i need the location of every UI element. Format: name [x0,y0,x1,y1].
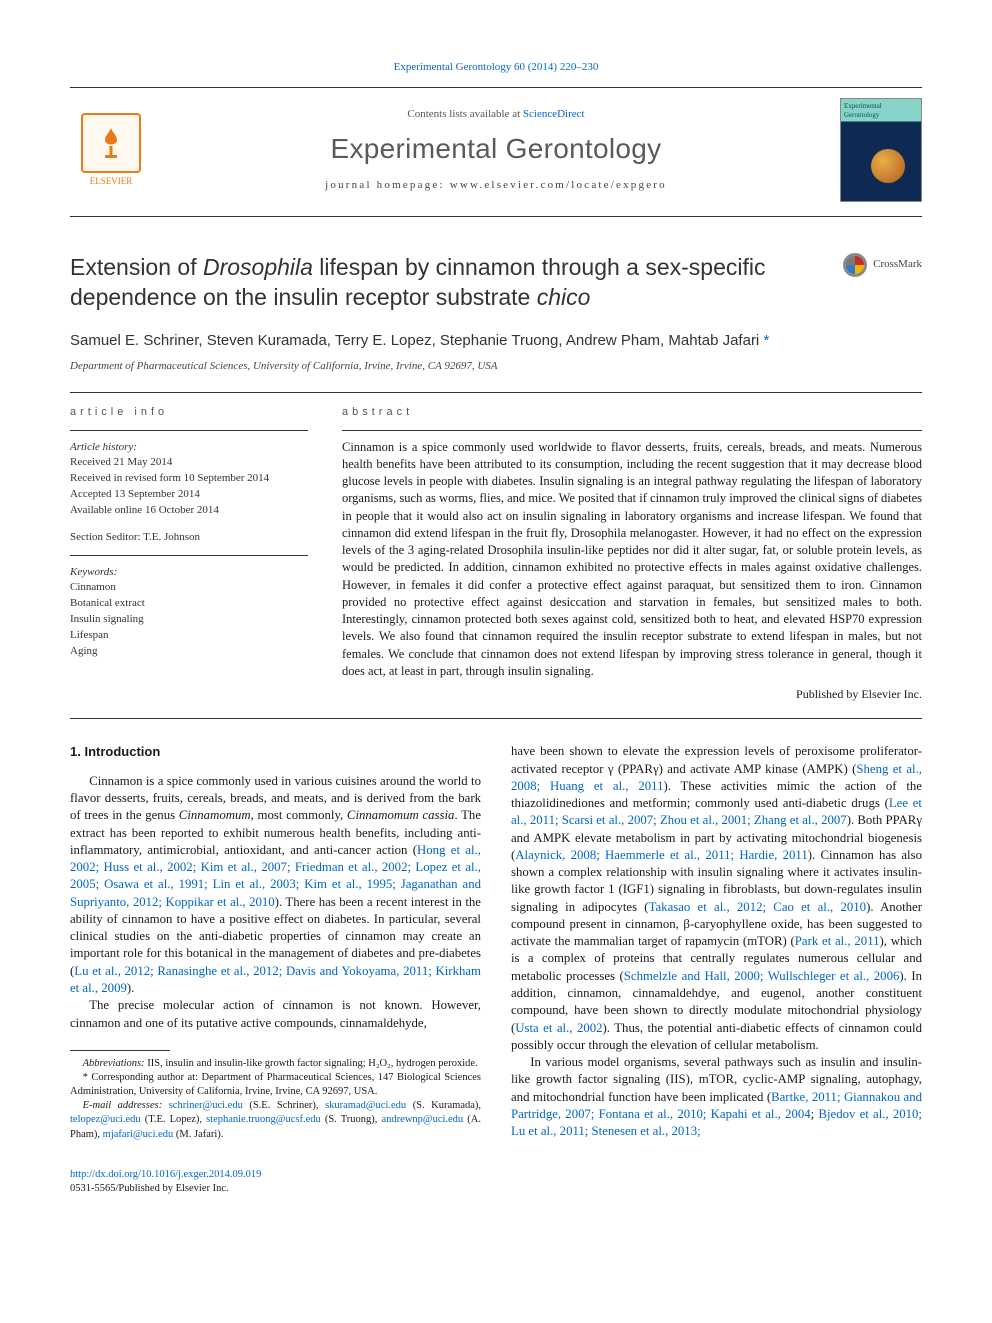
author-list: Samuel E. Schriner, Steven Kuramada, Ter… [70,331,922,351]
keywords-label: Keywords: [70,565,308,580]
running-head: Experimental Gerontology 60 (2014) 220–2… [70,60,922,75]
citation-link[interactable]: Park et al., 2011 [795,934,880,948]
article-info-column: article info Article history: Received 2… [70,405,308,703]
crossmark-label: CrossMark [873,257,922,272]
cover-title: Experimental Gerontology [844,102,882,119]
journal-header: ELSEVIER Contents lists available at Sci… [70,87,922,217]
article-title: Extension of Drosophila lifespan by cinn… [70,253,825,313]
keyword: Botanical extract [70,596,308,611]
keyword: Lifespan [70,628,308,643]
intro-paragraph: The precise molecular action of cinnamon… [70,997,481,1032]
section-heading-intro: 1. Introduction [70,743,481,761]
homepage-url: www.elsevier.com/locate/expgero [450,179,667,191]
crossmark-icon [843,253,867,277]
keyword: Aging [70,644,308,659]
sciencedirect-link[interactable]: ScienceDirect [523,108,585,120]
email-link[interactable]: andrewnp@uci.edu [382,1114,464,1125]
email-link[interactable]: mjafari@uci.edu [103,1129,174,1140]
keyword: Insulin signaling [70,612,308,627]
section-editor: Section Seditor: T.E. Johnson [70,530,308,545]
abstract-body: Cinnamon is a spice commonly used worldw… [342,439,922,681]
article-info-heading: article info [70,405,308,420]
intro-paragraph: In various model organisms, several path… [511,1054,922,1140]
abbreviations-note: Abbreviations: IIS, insulin and insulin-… [70,1057,481,1071]
email-link[interactable]: schriner@uci.edu [169,1100,243,1111]
doi-link[interactable]: http://dx.doi.org/10.1016/j.exger.2014.0… [70,1169,261,1180]
issn-line: 0531-5565/Published by Elsevier Inc. [70,1183,229,1194]
elsevier-tree-icon [81,113,141,173]
intro-paragraph: Cinnamon is a spice commonly used in var… [70,773,481,997]
footnotes: Abbreviations: IIS, insulin and insulin-… [70,1057,481,1142]
citation-link[interactable]: Schmelzle and Hall, 2000; Wullschleger e… [624,969,900,983]
history-line: Accepted 13 September 2014 [70,487,308,502]
rule-above-meta [70,392,922,393]
abstract-heading: abstract [342,405,922,420]
citation-link[interactable]: Takasao et al., 2012; Cao et al., 2010 [649,900,867,914]
email-link[interactable]: skuramad@uci.edu [325,1100,406,1111]
citation-link[interactable]: Usta et al., 2002 [515,1021,602,1035]
rule-above-abstract [342,430,922,431]
corresponding-note: * Corresponding author at: Department of… [70,1071,481,1099]
citation-link[interactable]: Alaynick, 2008; Haemmerle et al., 2011; … [515,848,807,862]
article-body: 1. Introduction Cinnamon is a spice comm… [70,743,922,1142]
elsevier-logo: ELSEVIER [70,104,152,196]
publisher-line: Published by Elsevier Inc. [342,686,922,702]
abstract-column: abstract Cinnamon is a spice commonly us… [342,405,922,703]
contents-prefix: Contents lists available at [407,108,522,120]
history-line: Received 21 May 2014 [70,455,308,470]
authors-text: Samuel E. Schriner, Steven Kuramada, Ter… [70,332,759,349]
rule-below-abstract [70,718,922,719]
keyword: Cinnamon [70,580,308,595]
journal-homepage-line: journal homepage: www.elsevier.com/locat… [166,178,826,193]
history-label: Article history: [70,440,308,455]
history-line: Received in revised form 10 September 20… [70,471,308,486]
elsevier-label: ELSEVIER [90,175,133,187]
intro-paragraph: have been shown to elevate the expressio… [511,743,922,1054]
history-line: Available online 16 October 2014 [70,503,308,518]
crossmark-widget[interactable]: CrossMark [843,253,922,277]
corresponding-mark: * [763,332,769,349]
contents-available-line: Contents lists available at ScienceDirec… [166,107,826,122]
footnote-rule [70,1050,170,1051]
cover-art-icon [871,149,905,183]
homepage-prefix: journal homepage: [325,179,450,191]
email-link[interactable]: stephanie.truong@ucsf.edu [206,1114,321,1125]
email-addresses: E-mail addresses: schriner@uci.edu (S.E.… [70,1099,481,1142]
affiliation: Department of Pharmaceutical Sciences, U… [70,359,922,374]
journal-name: Experimental Gerontology [166,130,826,168]
footer-doi-block: http://dx.doi.org/10.1016/j.exger.2014.0… [70,1168,922,1196]
journal-cover-thumbnail: Experimental Gerontology [840,98,922,202]
email-link[interactable]: telopez@uci.edu [70,1114,141,1125]
running-head-link[interactable]: Experimental Gerontology 60 (2014) 220–2… [394,61,599,73]
